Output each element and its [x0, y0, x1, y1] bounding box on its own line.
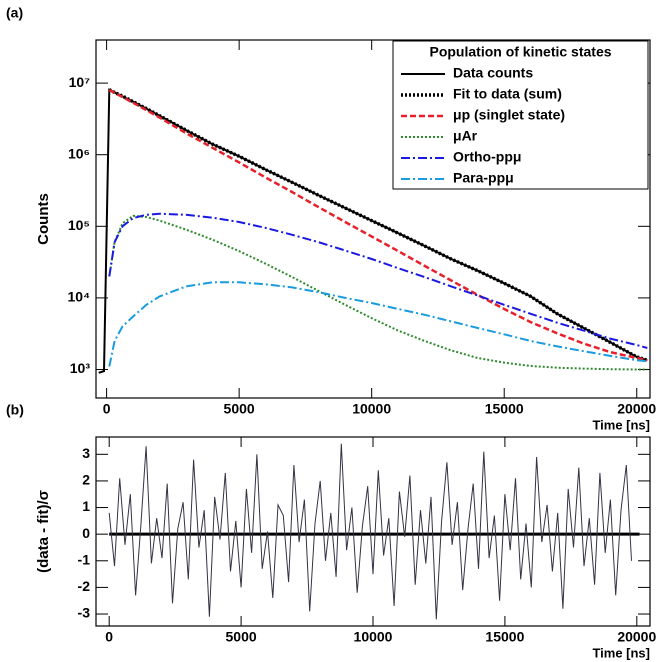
y-tick-label: -2 [78, 578, 91, 594]
y-tick-label: 10⁴ [68, 289, 91, 305]
plot-area [108, 443, 640, 620]
series-line [108, 212, 648, 349]
x-axis-label: Time [ns] [592, 645, 650, 660]
x-tick-label: 15000 [485, 629, 524, 645]
plot-frame [95, 39, 651, 399]
legend-label: Ortho-ppμ [453, 149, 521, 165]
x-tick-label: 10000 [352, 401, 391, 417]
y-tick-label: 1 [82, 498, 90, 514]
panel-label: (b) [6, 402, 24, 418]
x-tick-label: 5000 [224, 401, 255, 417]
x-axis-label: Time [ns] [592, 417, 650, 432]
series-line [108, 88, 648, 362]
x-tick-label: 5000 [226, 629, 257, 645]
legend-title: Population of kinetic states [429, 44, 611, 60]
series-line [108, 214, 648, 371]
legend-label: Data counts [453, 65, 533, 81]
series-line [108, 281, 648, 367]
legend-label: μp (singlet state) [453, 107, 565, 123]
panel-label: (a) [6, 5, 23, 21]
plot-area [98, 88, 648, 374]
plot-frame [95, 436, 651, 627]
x-tick-label: 10000 [354, 629, 393, 645]
series-line [98, 88, 648, 374]
y-tick-label: -3 [78, 605, 91, 621]
legend-label: μAr [453, 128, 478, 144]
x-tick-label: 0 [105, 629, 113, 645]
y-tick-label: 0 [82, 525, 90, 541]
y-tick-label: 3 [82, 445, 90, 461]
y-tick-label: 10⁶ [68, 145, 90, 161]
y-axis-label: Counts [35, 193, 52, 245]
x-tick-label: 0 [103, 401, 111, 417]
y-tick-label: -1 [78, 551, 91, 567]
x-tick-label: 15000 [485, 401, 524, 417]
legend-box [392, 40, 649, 190]
y-tick-label: 2 [82, 472, 90, 488]
series-line [108, 443, 632, 620]
legend-label: Para-ppμ [453, 170, 514, 186]
legend-label: Fit to data (sum) [453, 86, 562, 102]
series-line [108, 88, 648, 362]
y-tick-label: 10³ [70, 360, 91, 376]
y-tick-label: 10⁷ [69, 74, 91, 90]
x-tick-label: 20000 [617, 629, 656, 645]
y-axis-label: (data - fit)/σ [35, 490, 52, 573]
x-tick-label: 20000 [617, 401, 656, 417]
y-tick-label: 10⁵ [68, 217, 90, 233]
